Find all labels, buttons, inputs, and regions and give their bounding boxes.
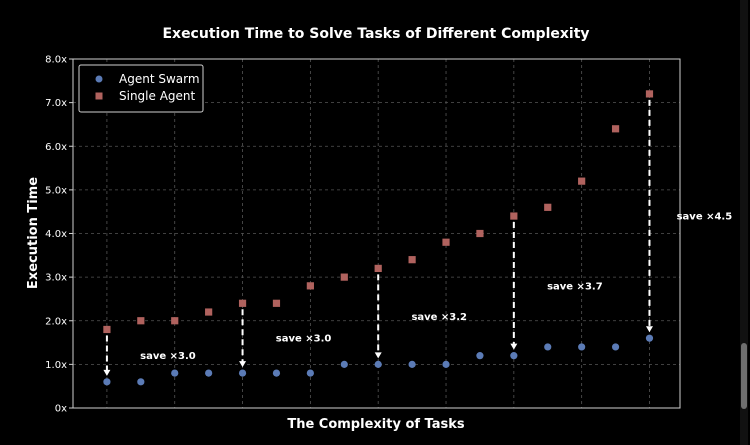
save-arrow-head (239, 361, 247, 368)
legend-single-agent-marker (95, 92, 103, 100)
y-tick-label: 2.0x (45, 316, 67, 327)
agent-swarm-point (578, 343, 586, 351)
agent-swarm-point (408, 360, 416, 368)
single-agent-point (476, 229, 484, 238)
single-agent-point (272, 299, 281, 307)
legend-single-agent-label: Single Agent (119, 89, 196, 103)
x-axis-label: The Complexity of Tasks (287, 417, 465, 432)
agent-swarm-point (611, 343, 620, 351)
annotation-arrows (103, 99, 653, 376)
chart-title: Execution Time to Solve Tasks of Differe… (162, 26, 589, 42)
single-agent-point (611, 125, 620, 133)
single-agent-point (137, 317, 145, 325)
agent-swarm-point (476, 352, 484, 360)
y-tick-label: 6.0x (45, 142, 67, 153)
single-agent-point (645, 90, 654, 98)
save-arrow-head (103, 369, 111, 376)
annotation-labels: save ×3.0 save ×3.0 save ×3.2 save ×3.7 save… (140, 212, 732, 363)
y-tick-label: 8.0x (45, 55, 67, 66)
agent-swarm-point (171, 369, 179, 377)
agent-swarm-point (306, 369, 314, 377)
y-tick-label: 5.0x (45, 185, 67, 196)
legend-box (78, 64, 204, 113)
agent-swarm-point (103, 378, 111, 386)
single-agent-point (171, 317, 179, 325)
single-agent-point (442, 238, 450, 246)
y-tick-labels: 0x 1.0x 2.0x 3.0x 4.0x 5.0x 6.0x 7.0x 8.0x (45, 55, 73, 415)
y-tick-label: 1.0x (45, 360, 67, 371)
save-label: save ×4.5 (677, 212, 733, 223)
agent-swarm-point (645, 334, 654, 342)
scrollbar-thumb[interactable] (741, 343, 747, 409)
agent-swarm-point (272, 369, 281, 377)
save-label: save ×3.7 (547, 281, 603, 292)
y-tick-label: 0x (55, 404, 67, 415)
single-agent-point (238, 299, 247, 307)
y-tick-label: 7.0x (45, 98, 67, 109)
y-axis-label: Execution Time (26, 177, 41, 289)
single-agent-point (578, 177, 586, 185)
single-agent-point (374, 264, 382, 272)
legend-agent-swarm-marker (95, 75, 103, 83)
save-arrow-head (374, 352, 382, 359)
agent-swarm-point (205, 369, 213, 377)
save-label: save ×3.0 (276, 334, 332, 345)
agent-swarm-point (238, 369, 247, 377)
scrollbar-track[interactable] (740, 0, 748, 445)
agent-swarm-point (442, 360, 450, 368)
save-arrow-head (645, 326, 653, 333)
agent-swarm-point (510, 352, 518, 360)
save-label: save ×3.2 (411, 312, 467, 323)
single-agent-point (510, 212, 518, 220)
y-tick-label: 3.0x (45, 273, 67, 284)
data-markers (103, 90, 654, 386)
agent-swarm-point (544, 343, 552, 351)
single-agent-point (205, 308, 213, 316)
agent-swarm-point (340, 360, 348, 368)
single-agent-point (544, 203, 552, 211)
single-agent-point (340, 273, 348, 281)
single-agent-point (306, 282, 314, 290)
agent-swarm-point (374, 360, 382, 368)
save-label: save ×3.0 (140, 351, 196, 362)
agent-swarm-point (137, 378, 145, 386)
single-agent-point (103, 325, 111, 334)
legend-agent-swarm-label: Agent Swarm (119, 72, 200, 86)
y-tick-label: 4.0x (45, 229, 67, 240)
single-agent-point (408, 256, 416, 264)
legend: Agent Swarm Single Agent (78, 64, 204, 113)
save-arrow-head (510, 343, 518, 350)
